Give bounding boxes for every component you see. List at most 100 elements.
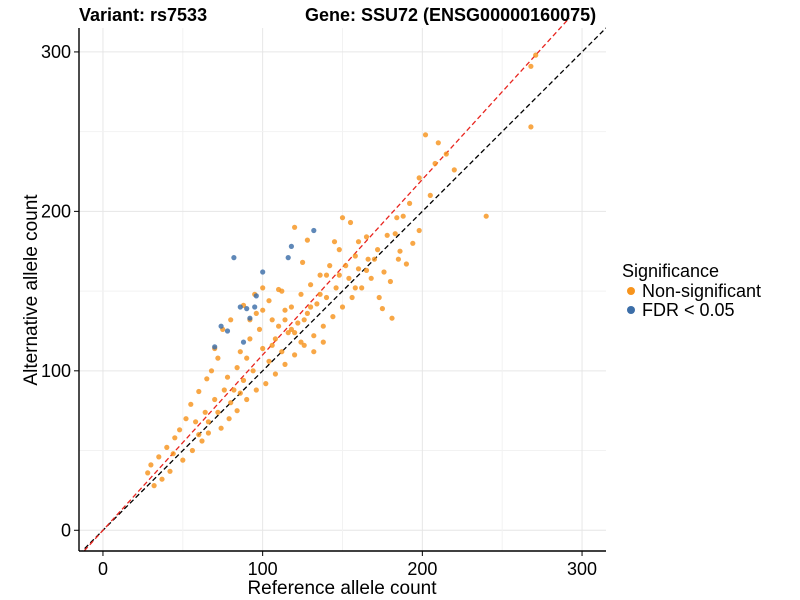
point-non-significant — [343, 263, 349, 269]
point-non-significant — [260, 307, 266, 313]
point-non-significant — [202, 409, 208, 415]
point-non-significant — [400, 213, 406, 219]
point-non-significant — [330, 314, 336, 320]
y-tick-label: 100 — [41, 361, 71, 381]
point-non-significant — [435, 140, 441, 146]
point-fdr-0-05 — [311, 227, 317, 234]
point-non-significant — [159, 476, 165, 482]
x-tick-label: 200 — [407, 559, 437, 579]
point-fdr-0-05 — [218, 323, 224, 329]
point-non-significant — [266, 298, 272, 304]
point-non-significant — [376, 294, 382, 301]
point-non-significant — [432, 160, 438, 167]
point-non-significant — [368, 275, 374, 281]
x-axis-label: Reference allele count — [247, 578, 437, 599]
point-non-significant — [215, 409, 221, 415]
point-non-significant — [317, 291, 323, 297]
point-non-significant — [180, 457, 186, 463]
point-non-significant — [451, 167, 457, 173]
point-non-significant — [292, 352, 298, 358]
point-non-significant — [381, 269, 387, 275]
point-non-significant — [189, 447, 195, 454]
point-non-significant — [427, 192, 433, 198]
point-non-significant — [282, 317, 288, 323]
point-non-significant — [228, 317, 234, 323]
point-fdr-0-05 — [260, 269, 266, 275]
point-non-significant — [395, 256, 401, 262]
point-non-significant — [224, 374, 231, 380]
point-non-significant — [172, 435, 178, 441]
point-non-significant — [483, 213, 489, 219]
chart-title-left: Variant: rs7533 — [79, 5, 207, 25]
point-non-significant — [193, 419, 199, 425]
chart-title-right: Gene: SSU72 (ENSG00000160075) — [305, 5, 596, 25]
point-non-significant — [272, 371, 278, 377]
point-fdr-0-05 — [244, 306, 250, 312]
y-axis-label: Alternative allele count — [21, 194, 42, 386]
point-fdr-0-05 — [285, 255, 291, 261]
point-non-significant — [407, 200, 413, 206]
point-non-significant — [260, 345, 266, 352]
point-non-significant — [279, 288, 285, 294]
point-non-significant — [247, 336, 253, 342]
point-non-significant — [375, 247, 381, 253]
point-non-significant — [311, 349, 317, 355]
identity-line — [81, 27, 606, 551]
point-non-significant — [288, 304, 294, 310]
point-non-significant — [244, 396, 250, 403]
point-non-significant — [240, 377, 247, 383]
point-non-significant — [298, 339, 304, 345]
point-non-significant — [183, 416, 189, 422]
point-non-significant — [199, 438, 205, 444]
point-non-significant — [314, 301, 320, 307]
x-ticks: 0 100 200 300 — [98, 551, 597, 579]
point-non-significant — [145, 470, 151, 476]
point-fdr-0-05 — [231, 255, 237, 261]
point-non-significant — [355, 239, 362, 245]
legend-swatch — [627, 306, 635, 314]
point-fdr-0-05 — [253, 293, 259, 299]
point-non-significant — [416, 227, 422, 234]
legend-label: FDR < 0.05 — [642, 300, 735, 320]
point-non-significant — [359, 285, 365, 291]
point-non-significant — [320, 339, 326, 345]
point-non-significant — [234, 365, 240, 371]
point-non-significant — [276, 323, 282, 329]
point-non-significant — [320, 323, 326, 329]
point-non-significant — [237, 390, 243, 396]
point-non-significant — [288, 326, 294, 332]
point-non-significant — [205, 419, 211, 425]
point-non-significant — [528, 63, 534, 69]
point-non-significant — [269, 342, 275, 348]
point-non-significant — [279, 349, 285, 355]
point-fdr-0-05 — [212, 344, 218, 350]
point-non-significant — [365, 256, 371, 262]
legend-title: Significance — [622, 261, 719, 281]
point-non-significant — [218, 425, 224, 431]
point-non-significant — [215, 355, 221, 361]
x-tick-label: 100 — [248, 559, 278, 579]
point-non-significant — [204, 376, 210, 382]
x-tick-label: 300 — [567, 559, 597, 579]
point-non-significant — [528, 124, 534, 130]
point-non-significant — [295, 320, 301, 326]
point-non-significant — [311, 333, 317, 339]
point-non-significant — [196, 432, 202, 438]
point-non-significant — [300, 259, 306, 265]
point-non-significant — [363, 234, 370, 240]
fit-line — [83, 18, 571, 551]
point-non-significant — [317, 272, 323, 278]
point-non-significant — [156, 454, 162, 460]
point-fdr-0-05 — [240, 339, 247, 345]
point-fdr-0-05 — [288, 243, 294, 249]
point-non-significant — [260, 285, 266, 291]
point-non-significant — [244, 355, 250, 361]
point-non-significant — [205, 430, 211, 436]
point-non-significant — [237, 349, 243, 355]
point-non-significant — [336, 272, 342, 278]
point-non-significant — [272, 336, 278, 342]
point-non-significant — [443, 151, 449, 157]
point-non-significant — [292, 224, 298, 230]
